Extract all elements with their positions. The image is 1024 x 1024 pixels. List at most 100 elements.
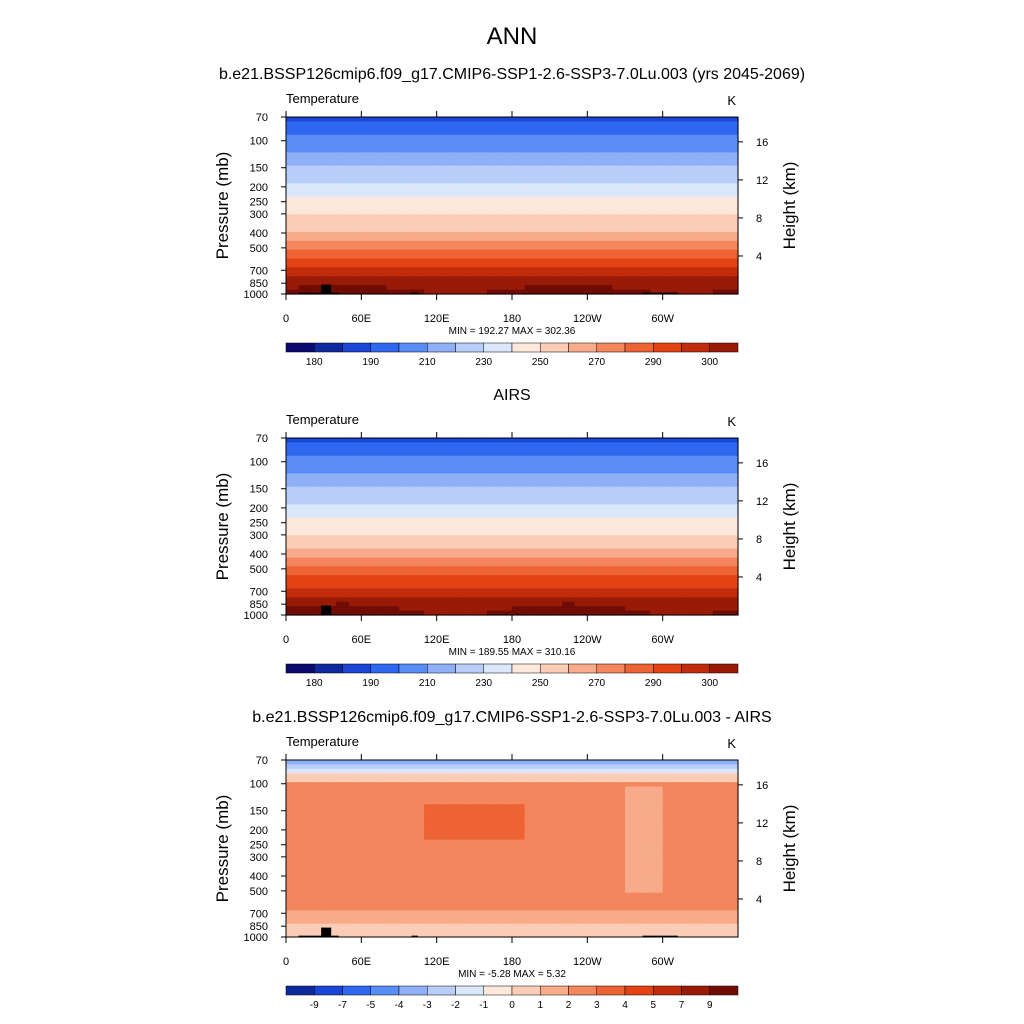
heatmap-cell [549, 544, 563, 550]
heatmap-cell [675, 451, 689, 457]
heatmap-cell [436, 906, 450, 912]
heatmap-cell [637, 786, 651, 792]
heatmap-cell [687, 236, 701, 242]
heatmap-cell [336, 491, 350, 497]
heatmap-cell [449, 539, 463, 545]
heatmap-cell [499, 125, 513, 131]
heatmap-cell [562, 245, 576, 251]
heatmap-cell [574, 451, 588, 457]
heatmap-cell [587, 192, 601, 198]
heatmap-cell [286, 267, 300, 273]
heatmap-cell [637, 597, 651, 603]
heatmap-cell [675, 271, 689, 277]
heatmap-cell [512, 914, 526, 920]
heatmap-cell [637, 530, 651, 536]
heatmap-cell [712, 477, 727, 483]
heatmap-cell [449, 271, 463, 277]
heatmap-cell [336, 530, 350, 536]
heatmap-cell [298, 910, 312, 916]
heatmap-cell [474, 276, 488, 282]
heatmap-cell [549, 923, 563, 929]
heatmap-cell [637, 826, 651, 832]
heatmap-cell [399, 499, 413, 505]
heatmap-cell [662, 517, 676, 523]
heatmap-cell [675, 901, 689, 907]
heatmap-cell [386, 773, 400, 779]
heatmap-cell [386, 544, 400, 550]
heatmap-cell [424, 209, 438, 215]
heatmap-cell [499, 910, 513, 916]
heatmap-cell [675, 438, 689, 444]
heatmap-cell [524, 786, 538, 792]
heatmap-cell [650, 866, 664, 872]
heatmap-cell [650, 473, 664, 479]
heatmap-cell [449, 214, 463, 220]
heatmap-cell [549, 451, 563, 457]
heatmap-cell [587, 258, 601, 264]
heatmap-cell [348, 821, 362, 827]
land-mask [642, 935, 678, 937]
panel-stats: MIN = 189.55 MAX = 310.16 [449, 647, 576, 658]
heatmap-cell [424, 143, 438, 149]
heatmap-cell [687, 473, 701, 479]
heatmap-cell [712, 535, 727, 541]
heatmap-cell [725, 178, 739, 184]
heatmap-cell [499, 553, 513, 559]
heatmap-cell [712, 575, 727, 581]
heatmap-cell [562, 888, 576, 894]
heatmap-cell [449, 553, 463, 559]
heatmap-cell [524, 575, 538, 581]
heatmap-cell [348, 530, 362, 536]
heatmap-cell [574, 223, 588, 229]
heatmap-cell [411, 923, 425, 929]
heatmap-cell [625, 910, 639, 916]
heatmap-cell [461, 575, 475, 581]
heatmap-cell [323, 139, 337, 145]
heatmap-cell [311, 804, 325, 810]
heatmap-cell [486, 156, 501, 162]
heatmap-cell [700, 245, 714, 251]
heatmap-cell [348, 575, 362, 581]
heatmap-cell [549, 813, 563, 819]
heatmap-cell [612, 786, 626, 792]
heatmap-cell [499, 588, 513, 594]
heatmap-cell [461, 491, 475, 497]
x-tick-label: 120W [573, 634, 602, 646]
heatmap-cell [675, 134, 689, 140]
heatmap-cell [311, 491, 325, 497]
heatmap-cell [323, 817, 337, 823]
heatmap-cell [361, 539, 375, 545]
heatmap-cell [286, 579, 300, 585]
heatmap-cell [499, 468, 513, 474]
colorbar-label: -5 [366, 1000, 375, 1011]
heatmap-cell [323, 588, 337, 594]
heatmap-cell [574, 464, 588, 470]
heatmap-cell [399, 165, 413, 171]
heatmap-cell [311, 786, 325, 792]
heatmap-cell [424, 522, 438, 528]
heatmap-cell [323, 808, 337, 814]
heatmap-cell [411, 201, 425, 207]
y-axis-label: Pressure (mb) [213, 473, 232, 581]
heatmap-cell [499, 508, 513, 514]
heatmap-cell [286, 782, 300, 788]
heatmap-cell [461, 835, 475, 841]
heatmap-cell [323, 901, 337, 907]
heatmap-cell [474, 147, 488, 153]
heatmap-cell [662, 879, 676, 885]
heatmap-cell [449, 495, 463, 501]
heatmap-cell [298, 522, 312, 528]
heatmap-cell [474, 777, 488, 783]
heatmap-cell [650, 575, 664, 581]
heatmap-cell [537, 870, 551, 876]
heatmap-cell [461, 566, 475, 572]
heatmap-cell [625, 821, 639, 827]
heatmap-cell [700, 539, 714, 545]
heatmap-cell [411, 170, 425, 176]
heatmap-cell [725, 438, 739, 444]
colorbar-swatch [483, 663, 513, 674]
heatmap-cell [336, 267, 350, 273]
heatmap-cell [386, 901, 400, 907]
heatmap-cell [587, 285, 601, 291]
heatmap-cell [336, 223, 350, 229]
